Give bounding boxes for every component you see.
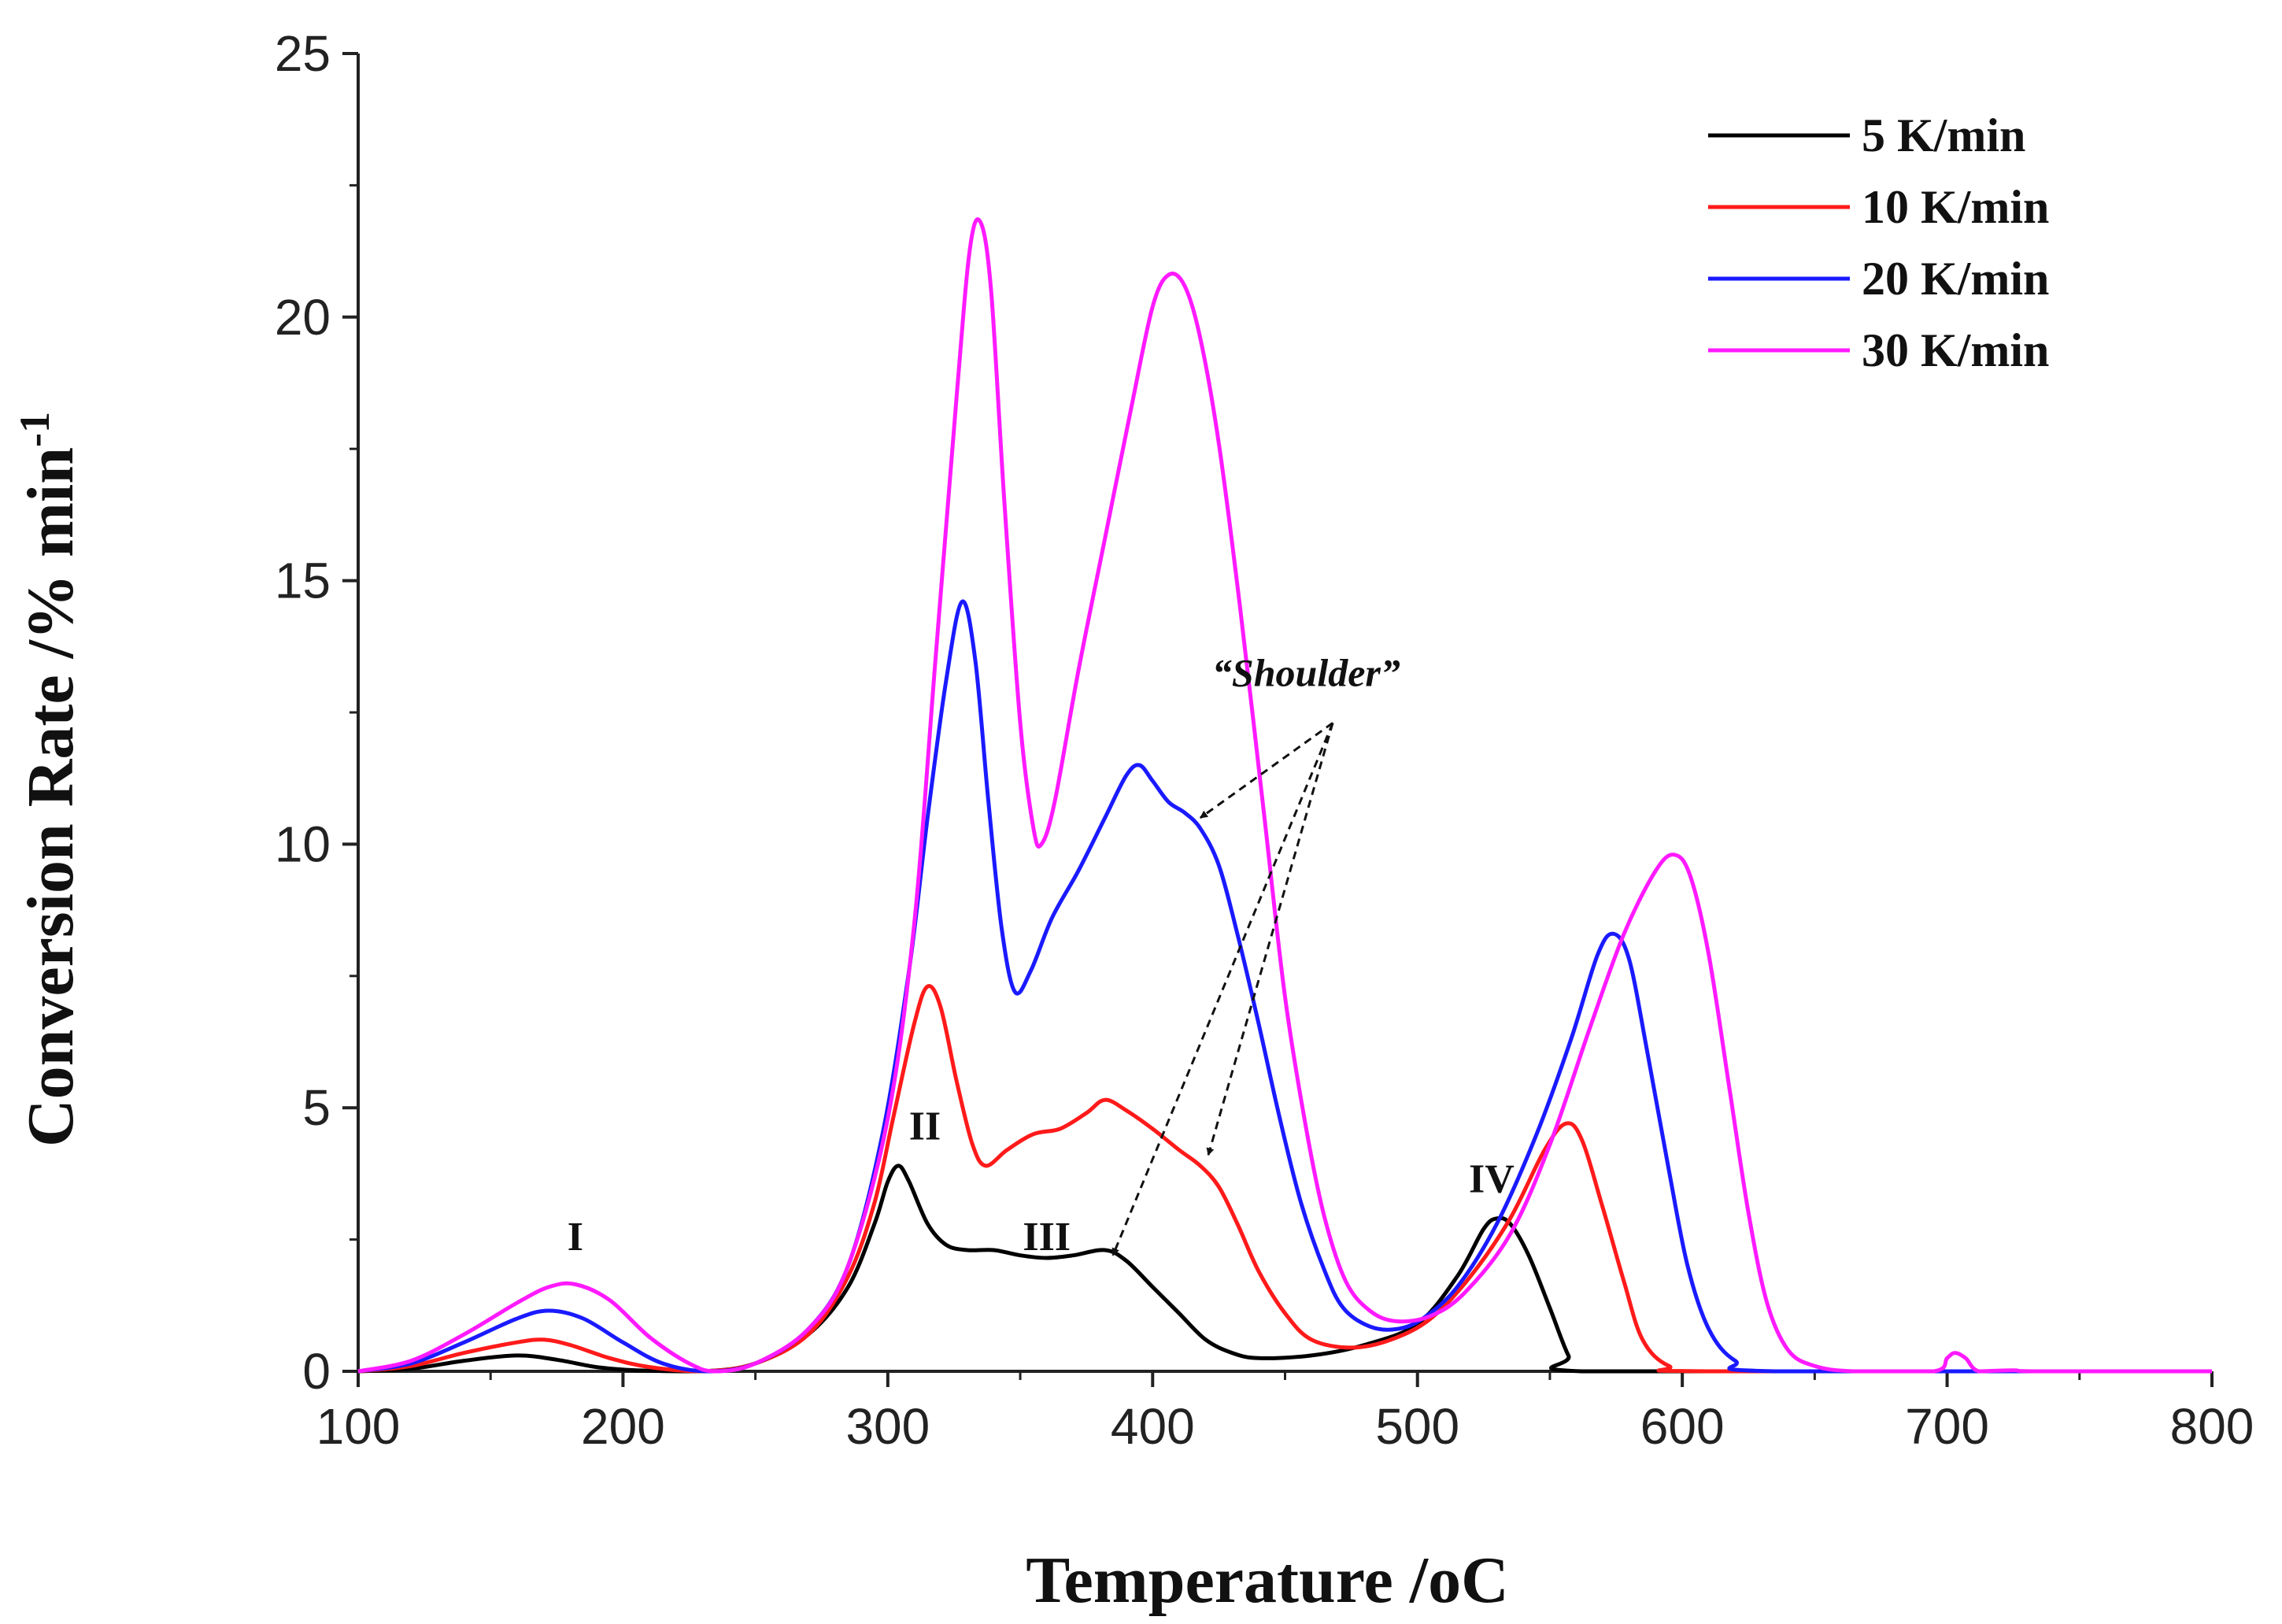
x-axis-unit: oC <box>1428 1544 1509 1617</box>
x-tick-label: 600 <box>1640 1398 1725 1455</box>
y-tick-label: 20 <box>275 289 331 346</box>
region-label-4: IV <box>1469 1156 1515 1201</box>
x-tick-label: 500 <box>1375 1398 1459 1455</box>
x-tick-label: 700 <box>1905 1398 1989 1455</box>
y-tick-label: 25 <box>275 25 331 82</box>
axes: 100 200 300 400 500 600 700 800 0 5 10 15 20 25 <box>275 25 2254 1455</box>
legend-label-2: 10 K/min <box>1862 181 2049 233</box>
shoulder-arrow <box>1199 722 1333 819</box>
series-line-1 <box>357 1163 2213 1374</box>
x-tick-label: 100 <box>316 1398 401 1455</box>
x-tick-label: 300 <box>845 1398 930 1455</box>
x-tick-label: 200 <box>581 1398 665 1455</box>
y-tick-label: 5 <box>302 1079 331 1136</box>
y-axis-title: Conversion Rate /% min-1 <box>11 412 87 1147</box>
x-axis-title: Temperature /oC <box>1026 1544 1509 1617</box>
series-line-4 <box>357 217 2213 1374</box>
legend-label-4: 30 K/min <box>1862 324 2049 376</box>
legend-label-1: 5 K/min <box>1862 109 2025 161</box>
y-tick-label: 10 <box>275 816 331 872</box>
legend: 5 K/min 10 K/min 20 K/min 30 K/min <box>1708 109 2049 376</box>
x-tick-label: 800 <box>2170 1398 2254 1455</box>
shoulder-arrow <box>1206 722 1334 1156</box>
y-tick-label: 15 <box>275 553 331 609</box>
region-label-2: II <box>909 1104 941 1149</box>
y-tick-label: 0 <box>302 1343 331 1400</box>
region-label-3: III <box>1023 1215 1071 1260</box>
y-axis-title-superscript: -1 <box>11 412 58 447</box>
x-tick-label: 400 <box>1111 1398 1195 1455</box>
series-layer <box>357 217 2213 1374</box>
series-line-2 <box>357 984 2213 1374</box>
shoulder-arrow <box>1111 722 1334 1256</box>
legend-label-3: 20 K/min <box>1862 253 2049 305</box>
shoulder-annotation: “Shoulder” <box>1212 651 1400 695</box>
region-label-1: I <box>568 1215 583 1260</box>
